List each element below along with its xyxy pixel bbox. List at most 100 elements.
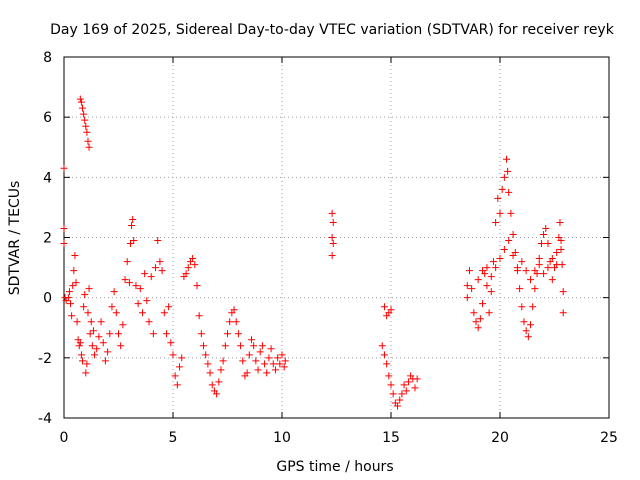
data-point	[230, 306, 238, 314]
data-point	[112, 309, 120, 317]
data-point	[202, 351, 210, 359]
data-point	[509, 252, 517, 260]
data-point	[138, 309, 146, 317]
data-point	[548, 255, 556, 263]
data-point	[385, 372, 393, 380]
data-point	[476, 315, 484, 323]
data-point	[84, 309, 92, 317]
data-point	[474, 324, 482, 332]
data-point	[81, 291, 89, 299]
data-point	[247, 336, 255, 344]
data-point	[505, 237, 513, 245]
data-point	[68, 312, 76, 320]
data-points	[60, 95, 567, 410]
data-point	[265, 354, 273, 362]
data-point	[88, 342, 96, 350]
data-point	[97, 318, 105, 326]
data-point	[500, 173, 508, 181]
data-point	[87, 318, 95, 326]
x-tick-label: 20	[491, 430, 509, 446]
data-point	[106, 330, 114, 338]
data-point	[95, 333, 103, 341]
data-point	[271, 366, 279, 374]
data-point	[468, 285, 476, 293]
data-point	[513, 264, 521, 272]
data-point	[71, 252, 79, 260]
data-point	[206, 369, 214, 377]
data-point	[472, 318, 480, 326]
data-point	[80, 303, 88, 311]
data-point	[173, 381, 181, 389]
data-point	[121, 276, 129, 284]
data-point	[398, 390, 406, 398]
data-point	[489, 258, 497, 266]
data-point	[548, 276, 556, 284]
data-point	[147, 273, 155, 281]
data-point	[91, 351, 99, 359]
axis-ticks: 0 5 10 15 20 25 -4 -2 0 2 4 6 8	[38, 50, 618, 446]
y-tick-label: -2	[38, 351, 52, 367]
x-tick-label: 15	[382, 430, 400, 446]
data-point	[258, 342, 266, 350]
data-point	[130, 237, 138, 245]
data-point	[492, 218, 500, 226]
y-tick-label: 8	[43, 50, 52, 66]
data-point	[516, 285, 524, 293]
data-point	[252, 357, 260, 365]
data-point	[520, 318, 528, 326]
data-point	[136, 285, 144, 293]
data-point	[494, 194, 502, 202]
data-point	[110, 288, 118, 296]
data-point	[232, 318, 240, 326]
data-point	[400, 381, 408, 389]
data-point	[76, 95, 84, 103]
data-point	[167, 339, 175, 347]
data-point	[280, 363, 288, 371]
data-point	[250, 342, 258, 350]
data-point	[132, 282, 140, 290]
data-point	[413, 375, 421, 383]
grid-lines	[64, 57, 609, 418]
data-point	[483, 282, 491, 290]
data-point	[329, 218, 337, 226]
data-point	[328, 252, 336, 260]
data-point	[483, 264, 491, 272]
data-point	[145, 318, 153, 326]
data-point	[119, 321, 127, 329]
data-point	[518, 303, 526, 311]
data-point	[387, 381, 395, 389]
data-point	[162, 330, 170, 338]
data-point	[557, 246, 565, 254]
data-point	[75, 342, 83, 350]
y-tick-label: 2	[43, 231, 52, 247]
data-point	[226, 318, 234, 326]
data-point	[387, 306, 395, 314]
data-point	[60, 240, 68, 248]
data-point	[69, 282, 77, 290]
data-point	[500, 246, 508, 254]
data-point	[93, 345, 101, 353]
data-point	[328, 234, 336, 241]
data-point	[254, 366, 262, 374]
data-point	[531, 267, 539, 275]
data-point	[84, 137, 92, 145]
data-point	[542, 224, 550, 232]
data-point	[278, 351, 286, 359]
data-point	[70, 267, 78, 275]
data-point	[65, 288, 73, 296]
data-point	[504, 167, 512, 175]
data-point	[99, 339, 107, 347]
y-axis-label: SDTVAR / TECUs	[7, 181, 23, 296]
data-point	[383, 360, 391, 368]
data-point	[559, 288, 567, 296]
y-tick-label: 4	[43, 170, 52, 186]
data-point	[154, 237, 162, 245]
data-point	[281, 357, 289, 365]
data-point	[470, 309, 478, 317]
data-point	[72, 279, 80, 287]
data-point	[245, 351, 253, 359]
x-tick-label: 10	[273, 430, 291, 446]
data-point	[176, 363, 184, 371]
data-point	[509, 230, 517, 238]
